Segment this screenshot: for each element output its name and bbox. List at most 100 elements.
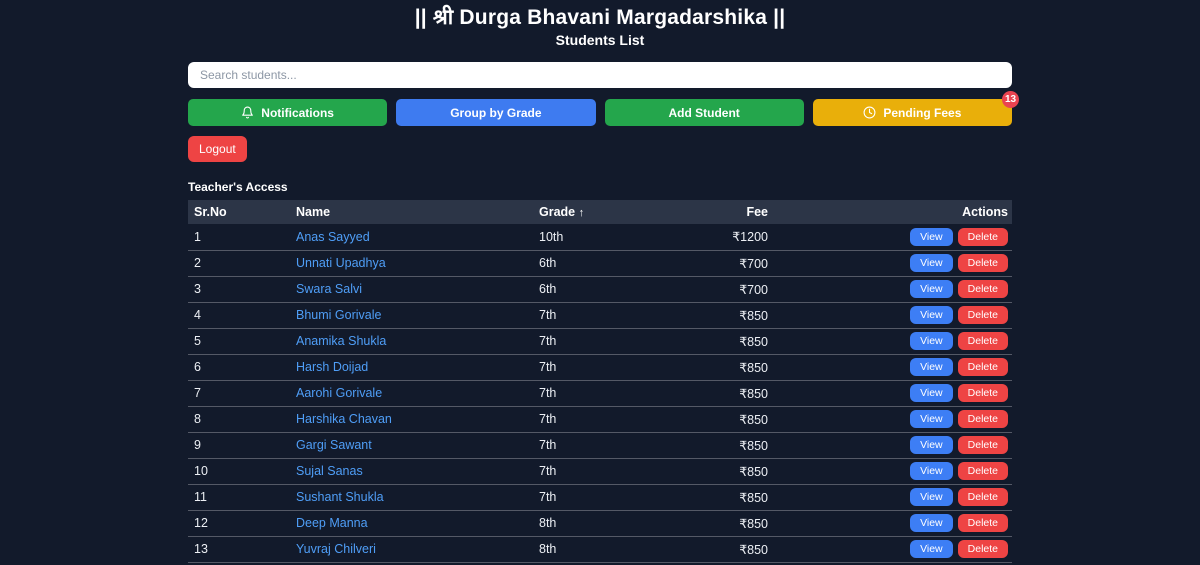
sr-no-cell: 3 [188,276,292,303]
view-button[interactable]: View [910,540,953,558]
actions-cell: View Delete [772,354,1012,381]
delete-button[interactable]: Delete [957,514,1008,532]
sort-ascending-icon: ↑ [578,207,585,219]
delete-button[interactable]: Delete [957,227,1008,246]
view-button[interactable]: View [910,306,953,324]
column-header-srno: Sr.No [188,200,292,224]
student-name-cell: Anamika Shukla [292,328,535,355]
grade-cell: 6th [535,250,697,277]
table-row: 7 Aarohi Gorivale 7th ₹850 View Delete [188,380,1012,407]
add-student-button[interactable]: Add Student [604,99,804,126]
delete-button[interactable]: Delete [957,462,1008,480]
grade-cell: 8th [535,536,697,563]
students-table: Sr.No Name Grade ↑ Fee Actions 1 Anas Say… [188,200,1012,563]
grade-cell: 7th [535,328,697,355]
student-name-link[interactable]: Aarohi Gorivale [296,386,383,400]
student-name-link[interactable]: Anamika Shukla [296,334,387,348]
student-name-link[interactable]: Yuvraj Chilveri [296,542,376,556]
view-button[interactable]: View [910,332,953,350]
table-row: 13 Yuvraj Chilveri 8th ₹850 View Delete [188,536,1012,563]
student-name-link[interactable]: Deep Manna [296,516,368,530]
view-button[interactable]: View [910,280,953,298]
view-button[interactable]: View [910,462,953,480]
grade-cell: 7th [535,432,697,459]
fee-cell: ₹850 [697,510,772,537]
student-name-link[interactable]: Harshika Chavan [296,412,392,426]
actions-cell: View Delete [772,484,1012,511]
view-button[interactable]: View [910,384,953,402]
column-header-grade[interactable]: Grade ↑ [535,200,697,224]
actions-cell: View Delete [772,432,1012,459]
toolbar: Notifications Group by Grade Add Student… [188,91,1019,126]
page-title: || श्री Durga Bhavani Margadarshika || [414,6,786,29]
pending-fees-count-badge: 13 [1002,91,1019,108]
sr-no-cell: 7 [188,380,292,407]
student-name-link[interactable]: Swara Salvi [296,282,362,296]
student-name-link[interactable]: Harsh Doijad [296,360,369,374]
actions-cell: View Delete [772,224,1012,251]
fee-cell: ₹850 [697,328,772,355]
student-name-cell: Sushant Shukla [292,484,535,511]
student-name-cell: Harshika Chavan [292,406,535,433]
student-name-link[interactable]: Gargi Sawant [296,438,372,452]
actions-cell: View Delete [772,458,1012,485]
student-name-link[interactable]: Sushant Shukla [296,490,384,504]
delete-button[interactable]: Delete [957,280,1008,298]
table-row: 5 Anamika Shukla 7th ₹850 View Delete [188,328,1012,355]
column-header-name: Name [292,200,535,224]
grade-cell: 10th [535,224,697,251]
logout-button[interactable]: Logout [188,136,247,162]
student-name-link[interactable]: Anas Sayyed [296,229,370,244]
view-button[interactable]: View [910,254,953,272]
delete-button[interactable]: Delete [957,436,1008,454]
delete-button[interactable]: Delete [957,384,1008,402]
table-row: 12 Deep Manna 8th ₹850 View Delete [188,510,1012,537]
view-button[interactable]: View [910,436,953,454]
fee-cell: ₹1200 [697,224,772,251]
sr-no-cell: 8 [188,406,292,433]
notifications-button[interactable]: Notifications [188,99,388,126]
student-name-link[interactable]: Bhumi Gorivale [296,308,382,322]
student-name-link[interactable]: Sujal Sanas [296,464,363,478]
sr-no-cell: 6 [188,354,292,381]
sr-no-cell: 11 [188,484,292,511]
logout-label: Logout [199,142,236,156]
table-row: 2 Unnati Upadhya 6th ₹700 View Delete [188,250,1012,277]
sr-no-cell: 10 [188,458,292,485]
delete-button[interactable]: Delete [957,254,1008,272]
actions-cell: View Delete [772,536,1012,563]
column-header-fee: Fee [697,200,772,224]
fee-cell: ₹700 [697,276,772,303]
view-button[interactable]: View [910,488,953,506]
delete-button[interactable]: Delete [957,410,1008,428]
sr-no-cell: 9 [188,432,292,459]
grade-cell: 6th [535,276,697,303]
view-button[interactable]: View [910,358,953,376]
clock-icon [863,106,876,119]
fee-cell: ₹850 [697,380,772,407]
student-name-link[interactable]: Unnati Upadhya [296,256,386,270]
actions-cell: View Delete [772,510,1012,537]
actions-cell: View Delete [772,328,1012,355]
view-button[interactable]: View [910,514,953,532]
delete-button[interactable]: Delete [957,306,1008,324]
sr-no-cell: 4 [188,302,292,329]
fee-cell: ₹700 [697,250,772,277]
search-input[interactable] [188,62,1012,88]
delete-button[interactable]: Delete [957,488,1008,506]
view-button[interactable]: View [910,410,953,428]
content-container: Notifications Group by Grade Add Student… [188,62,1019,563]
sr-no-cell: 1 [188,224,292,251]
delete-button[interactable]: Delete [957,540,1008,558]
grade-header-label: Grade [539,205,576,219]
view-button[interactable]: View [910,227,953,246]
fee-cell: ₹850 [697,432,772,459]
pending-fees-button[interactable]: Pending Fees 13 [812,91,1019,126]
delete-button[interactable]: Delete [957,358,1008,376]
fee-cell: ₹850 [697,458,772,485]
grade-cell: 7th [535,458,697,485]
group-by-grade-button[interactable]: Group by Grade [396,99,596,126]
fee-cell: ₹850 [697,354,772,381]
add-student-label: Add Student [668,105,740,120]
delete-button[interactable]: Delete [957,332,1008,350]
